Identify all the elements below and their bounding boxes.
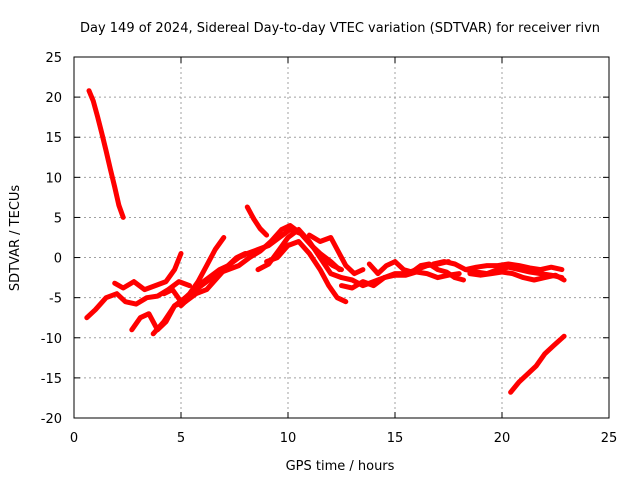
grid <box>74 57 609 418</box>
series-line-arc-11 <box>306 232 366 277</box>
y-tick-label: -15 <box>41 372 62 387</box>
x-tick-label: 15 <box>387 431 404 446</box>
y-tick-label: 15 <box>45 131 62 146</box>
series-line-arc-1 <box>86 88 126 220</box>
x-tick-label: 10 <box>280 431 297 446</box>
series-line-arc-3 <box>112 251 184 293</box>
x-tick-label: 5 <box>177 431 185 446</box>
y-axis-label: SDTVAR / TECUs <box>8 185 23 292</box>
series-line-arc-16 <box>467 269 567 283</box>
y-tick-label: 20 <box>45 91 62 106</box>
x-tick-label: 0 <box>70 431 78 446</box>
y-tick-label: 10 <box>45 171 62 186</box>
series-line-arc-15 <box>463 261 565 273</box>
y-tick-label: -5 <box>49 292 62 307</box>
axis-ticks: 0 5 10 15 20 25 -20 -15 -10 -5 0 5 10 15 20 25 <box>41 51 618 446</box>
x-tick-label: 25 <box>601 431 618 446</box>
y-tick-label: -10 <box>41 332 62 347</box>
data-series <box>84 88 567 395</box>
chart-title: Day 149 of 2024, Sidereal Day-to-day VTE… <box>80 21 600 36</box>
x-axis-label: GPS time / hours <box>286 459 395 474</box>
series-line-arc-14 <box>431 259 565 281</box>
y-tick-label: 0 <box>54 252 62 267</box>
series-line-arc-12 <box>339 269 462 291</box>
series-line-arc-10 <box>264 239 349 305</box>
y-tick-label: 5 <box>54 211 62 226</box>
series-line-arc-13 <box>366 259 466 283</box>
y-tick-label: -20 <box>41 412 62 427</box>
y-tick-label: 25 <box>45 51 62 66</box>
series-line-arc-7 <box>178 251 257 309</box>
x-tick-label: 20 <box>494 431 511 446</box>
series-line-arc-8 <box>244 204 270 238</box>
series-line-arc-17 <box>508 333 567 395</box>
plot-frame <box>73 56 610 419</box>
series-line-arc-2 <box>84 279 193 321</box>
